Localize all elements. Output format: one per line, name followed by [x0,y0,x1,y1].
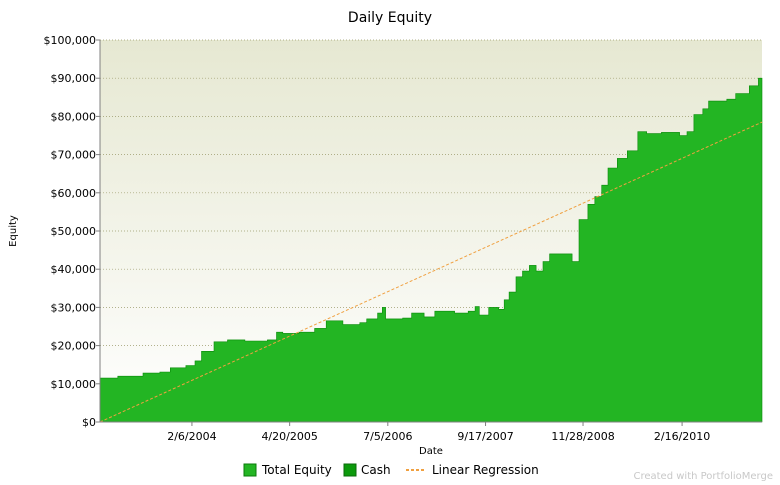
y-tick-label: $0 [82,416,96,429]
legend-item-linear-regression[interactable]: Linear Regression [406,463,539,477]
x-tick-labels: 2/6/2004 4/20/2005 7/5/2006 9/17/2007 11/28/… [167,422,710,443]
legend-swatch-cash [343,463,357,477]
linear-regression-line [99,121,763,423]
x-tick-label: 4/20/2005 [261,430,317,443]
legend-item-cash[interactable]: Cash [343,463,391,477]
x-tick-label: 9/17/2007 [457,430,513,443]
x-axis-label: Date [419,446,443,457]
x-tick-label: 2/16/2010 [654,430,710,443]
y-axis-label: Equity [8,215,19,247]
y-tick-label: $60,000 [51,187,97,200]
legend-label-total-equity: Total Equity [261,463,332,477]
y-tick-labels: $0 $10,000 $20,000 $30,000 $40,000 $50,000 $60… [44,34,100,429]
x-tick-label: 7/5/2006 [363,430,412,443]
y-tick-label: $70,000 [51,149,97,162]
total-equity-area [99,77,763,423]
y-tick-label: $20,000 [51,340,97,353]
y-tick-label: $10,000 [51,378,97,391]
legend-item-total-equity[interactable]: Total Equity [243,463,332,477]
y-tick-label: $40,000 [51,263,97,276]
y-tick-label: $90,000 [51,72,97,85]
y-tick-label: $100,000 [44,34,97,47]
legend: Total Equity Cash Linear Regression [243,463,539,477]
y-tick-label: $30,000 [51,301,97,314]
legend-label-cash: Cash [361,463,391,477]
credit-text: Created with PortfolioMerge [633,471,773,482]
y-tick-label: $80,000 [51,110,97,123]
y-tick-label: $50,000 [51,225,97,238]
legend-swatch-total-equity [243,463,257,477]
x-tick-label: 2/6/2004 [167,430,216,443]
legend-label-linear-regression: Linear Regression [432,463,539,477]
chart-title: Daily Equity [348,10,432,26]
x-tick-label: 11/28/2008 [551,430,614,443]
